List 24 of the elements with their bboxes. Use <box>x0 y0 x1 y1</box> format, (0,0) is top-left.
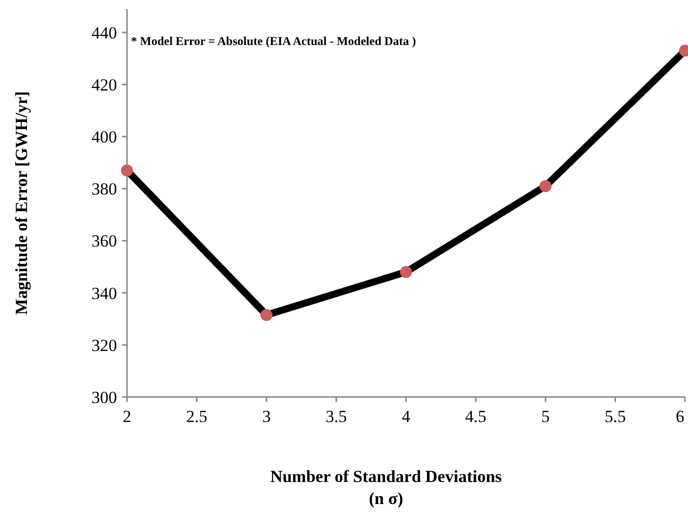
point <box>260 308 272 321</box>
y-tick-label: 400 <box>92 128 117 147</box>
x-tick-label: 4.5 <box>465 407 486 426</box>
x-tick-label: 5 <box>541 407 550 426</box>
x-tick-label: 3.5 <box>326 407 347 426</box>
point <box>121 164 133 176</box>
y-axis-title: Magnitude of Error [GWH/yr] <box>12 91 31 315</box>
point <box>540 180 552 192</box>
x-tick-label: 6 <box>676 407 684 426</box>
x-tick-label: 2.5 <box>186 407 208 426</box>
y-tick-label: 360 <box>92 232 117 251</box>
y-tick-label: 420 <box>92 75 117 94</box>
y-tick-label: 300 <box>92 388 117 407</box>
y-tick-label: 340 <box>92 284 117 303</box>
x-tick-label: 3 <box>262 407 271 426</box>
x-axis-title: Number of Standard Deviations (n σ) <box>270 467 502 508</box>
x-tick-label: 4 <box>402 407 411 426</box>
y-tick-label: 380 <box>92 180 117 199</box>
y-tick-label: 440 <box>92 23 117 42</box>
x-tick-label: 5.5 <box>604 407 626 426</box>
annotation: * Model Error = Absolute (EIA Actual - Modeled Data ) <box>131 34 416 48</box>
point <box>400 266 412 278</box>
y-tick-label: 320 <box>92 336 117 355</box>
x-tick-label: 2 <box>122 407 132 426</box>
